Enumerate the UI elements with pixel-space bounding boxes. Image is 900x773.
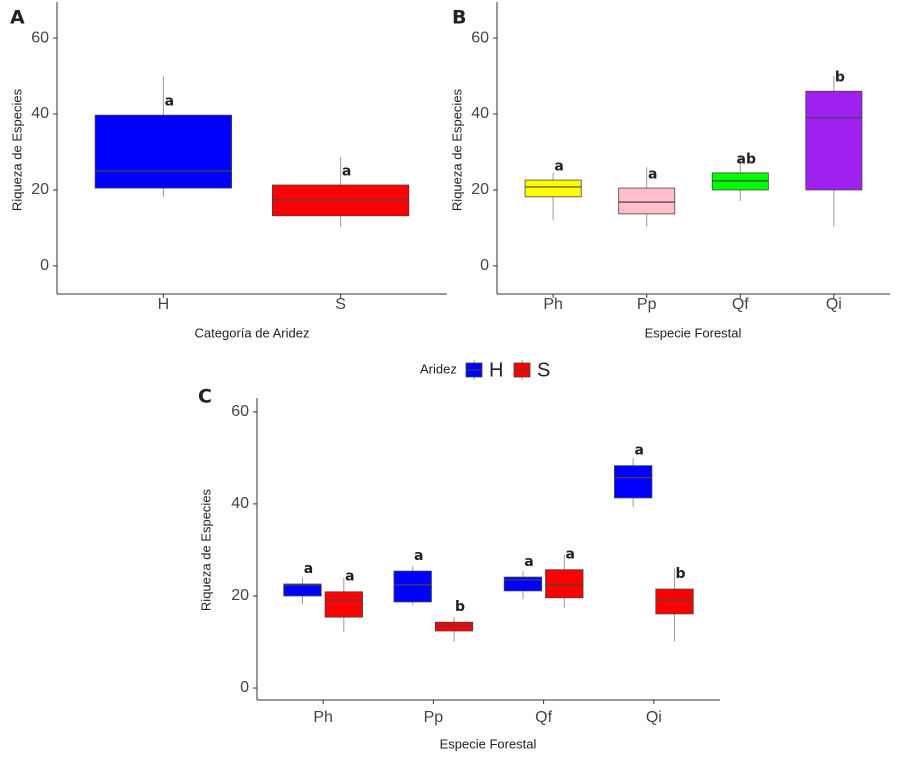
box [283,583,322,597]
significance-letter: b [835,70,845,86]
x-axis-label: Especie Forestal [440,736,537,751]
box [618,187,676,215]
significance-letter: a [566,547,575,563]
x-axis-label: Categoría de Aridez [195,325,310,340]
y-tick-label: 60 [231,403,249,420]
significance-letter: a [634,442,643,458]
y-tick-label: 40 [231,495,249,512]
legend-label: S [537,359,550,381]
x-tick-label: S [335,296,346,313]
box [503,576,543,592]
legend-title: Aridez [420,361,457,376]
box [324,591,363,618]
box [655,588,694,615]
x-tick-label: Qf [732,296,749,313]
x-tick-label: Qf [535,709,552,726]
y-tick-label: 20 [471,181,489,198]
x-tick-label: Qi [646,709,662,726]
significance-letter: a [165,94,174,110]
box [614,465,653,499]
x-tick-label: Qi [826,296,842,313]
x-tick-label: Pp [424,709,444,726]
y-axis-label: Riqueza de Especies [198,488,213,611]
box [545,569,584,599]
significance-letter: ab [737,151,756,167]
y-tick-label: 40 [31,105,49,122]
box [393,570,432,603]
y-axis-label: Riqueza de Especies [449,88,464,211]
significance-letter: b [455,599,465,615]
x-tick-label: Ph [313,709,333,726]
y-axis-label: Riqueza de Especies [9,88,24,211]
box [434,621,474,632]
x-tick-label: H [158,296,170,313]
significance-letter: a [342,163,351,179]
significance-letter: a [554,158,563,174]
significance-letter: a [524,554,533,570]
x-tick-label: Ph [543,296,563,313]
box [524,179,582,198]
legend-label: H [489,359,503,381]
panel-label: C [198,386,212,408]
y-tick-label: 0 [40,257,49,274]
y-tick-label: 20 [231,587,249,604]
panel-label: A [10,7,25,29]
significance-letter: a [648,166,657,182]
significance-letter: b [676,566,686,582]
x-tick-label: Pp [637,296,657,313]
y-tick-label: 0 [480,257,489,274]
y-tick-label: 40 [471,105,489,122]
x-axis-label: Especie Forestal [645,325,742,340]
significance-letter: a [304,561,313,577]
y-tick-label: 60 [31,29,49,46]
panel-label: B [452,7,466,29]
y-tick-label: 60 [471,29,489,46]
significance-letter: a [414,548,423,564]
box [94,114,233,189]
y-tick-label: 0 [240,679,249,696]
box [805,90,863,191]
significance-letter: a [345,569,354,585]
y-tick-label: 20 [31,181,49,198]
